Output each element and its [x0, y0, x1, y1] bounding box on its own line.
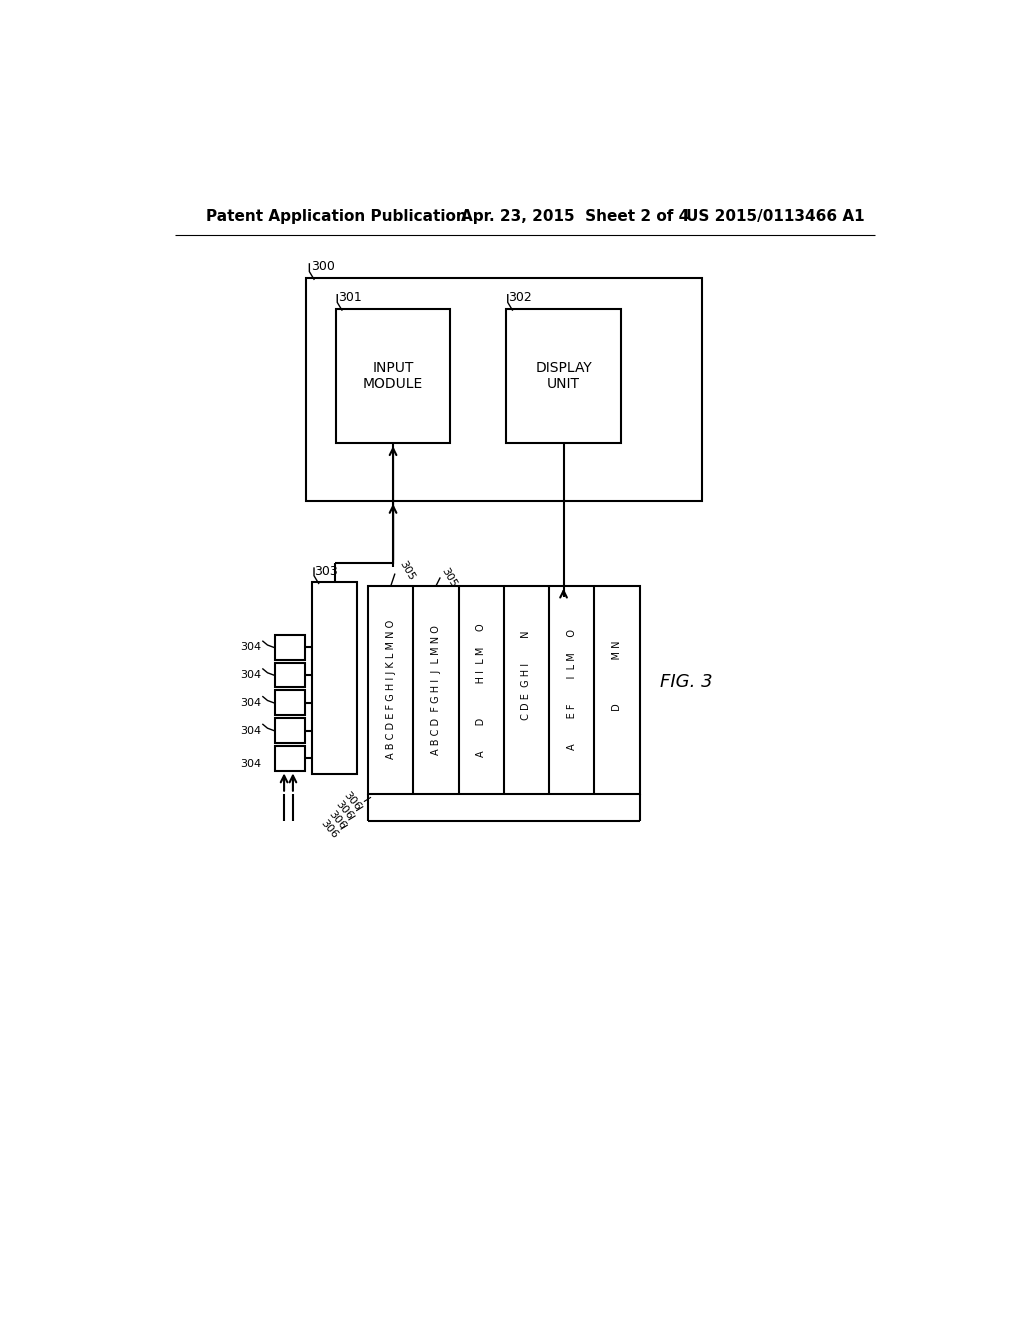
Text: Apr. 23, 2015  Sheet 2 of 4: Apr. 23, 2015 Sheet 2 of 4: [461, 209, 689, 223]
Text: 303: 303: [314, 565, 338, 578]
Text: 304: 304: [241, 726, 261, 735]
Text: 306: 306: [334, 800, 355, 822]
Bar: [275, 746, 305, 771]
Bar: [306, 277, 701, 502]
Text: D              M N: D M N: [612, 640, 622, 739]
Text: 304: 304: [241, 671, 261, 680]
Text: Patent Application Publication: Patent Application Publication: [206, 209, 466, 223]
Text: 306: 306: [318, 818, 340, 841]
Text: 300: 300: [311, 260, 335, 273]
Text: 305: 305: [440, 566, 459, 590]
Text: 306: 306: [342, 791, 362, 813]
Text: US 2015/0113466 A1: US 2015/0113466 A1: [686, 209, 864, 223]
Bar: [275, 690, 305, 715]
Text: DISPLAY
UNIT: DISPLAY UNIT: [536, 360, 592, 391]
Text: A        D           H I  L M     O: A D H I L M O: [476, 623, 486, 756]
Text: 304: 304: [241, 643, 261, 652]
Text: 306: 306: [327, 809, 347, 832]
Text: 304: 304: [241, 698, 261, 708]
Text: 305: 305: [397, 558, 416, 582]
Text: A B C D  F G H I  J  L M N O: A B C D F G H I J L M N O: [431, 624, 441, 755]
Text: 304: 304: [241, 759, 261, 770]
Text: FIG. 3: FIG. 3: [659, 673, 713, 690]
Text: INPUT
MODULE: INPUT MODULE: [362, 360, 423, 391]
Text: 301: 301: [338, 292, 361, 305]
Text: A B C D E F G H I J K L M N O: A B C D E F G H I J K L M N O: [386, 620, 396, 759]
Bar: [275, 635, 305, 660]
Bar: [336, 309, 451, 444]
Text: A        E F        I  L M     O: A E F I L M O: [566, 630, 577, 750]
Bar: [275, 663, 305, 688]
Bar: [275, 718, 305, 743]
Text: C D E  G H I        N: C D E G H I N: [521, 631, 531, 748]
Bar: [369, 586, 640, 793]
Text: 302: 302: [508, 292, 532, 305]
Bar: [506, 309, 621, 444]
Bar: [312, 582, 357, 775]
